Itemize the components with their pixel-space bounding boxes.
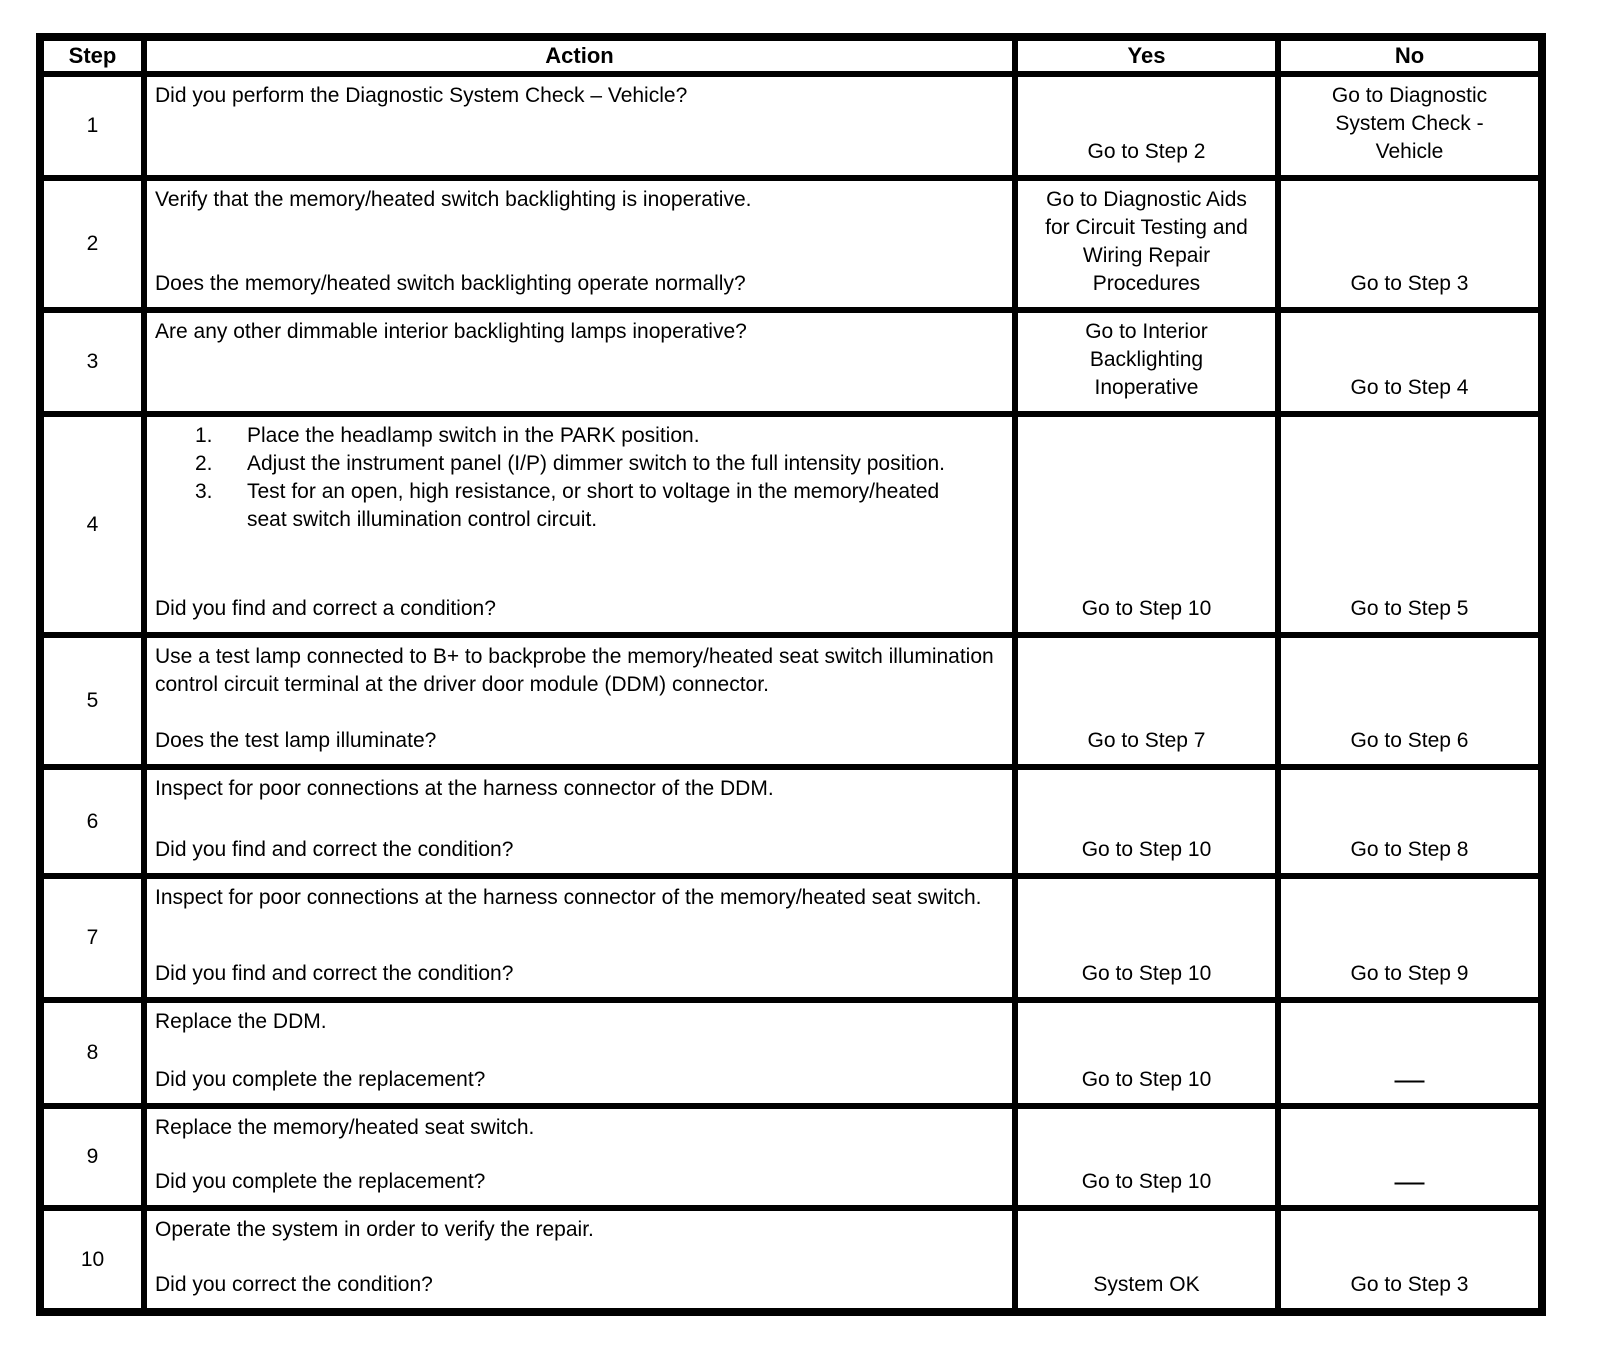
no-cell-dash: —	[1275, 997, 1545, 1109]
list-item-text: Test for an open, high resistance, or sh…	[247, 480, 940, 531]
action-cell: Operate the system in order to verify th…	[141, 1205, 1018, 1315]
action-question: Did you correct the condition?	[155, 1273, 433, 1296]
step-number: 3	[37, 307, 147, 417]
action-question: Did you find and correct the condition?	[155, 838, 514, 861]
action-cell: Replace the memory/heated seat switch. D…	[141, 1103, 1018, 1211]
action-cell: Are any other dimmable interior backligh…	[141, 307, 1018, 417]
diagnostic-steps-table: Step Action Yes No 1 Did you perform the…	[36, 33, 1546, 1316]
yes-cell: Go to Step 10	[1012, 997, 1281, 1109]
action-statement: Replace the memory/heated seat switch.	[155, 1116, 535, 1139]
column-header-action: Action	[141, 34, 1018, 77]
action-cell: Did you perform the Diagnostic System Ch…	[141, 71, 1018, 181]
yes-cell: Go to Step 10	[1012, 873, 1281, 1003]
step-number: 8	[37, 997, 147, 1109]
yes-cell: Go to Interior Backlighting Inoperative	[1012, 307, 1281, 417]
no-cell: Go to Diagnostic System Check - Vehicle	[1275, 71, 1545, 181]
no-cell: Go to Step 6	[1275, 632, 1545, 770]
no-cell: Go to Step 3	[1275, 1205, 1545, 1315]
yes-cell: Go to Step 10	[1012, 1103, 1281, 1211]
list-item: 1. Place the headlamp switch in the PARK…	[155, 422, 1002, 450]
action-numbered-list: 1. Place the headlamp switch in the PARK…	[155, 422, 1002, 534]
action-question: Did you complete the replacement?	[155, 1170, 486, 1193]
table-row: 7 Inspect for poor connections at the ha…	[37, 873, 1545, 1003]
table-row: 4 1. Place the headlamp switch in the PA…	[37, 411, 1545, 638]
list-item: 3. Test for an open, high resistance, or…	[155, 478, 1002, 534]
action-statement: Verify that the memory/heated switch bac…	[155, 188, 752, 211]
column-header-step: Step	[37, 34, 147, 77]
yes-cell: Go to Diagnostic Aids for Circuit Testin…	[1012, 175, 1281, 313]
action-statement: Are any other dimmable interior backligh…	[155, 320, 747, 343]
action-cell: Inspect for poor connections at the harn…	[141, 764, 1018, 879]
yes-cell: System OK	[1012, 1205, 1281, 1315]
action-statement: Replace the DDM.	[155, 1010, 327, 1033]
table-row: 2 Verify that the memory/heated switch b…	[37, 175, 1545, 313]
no-cell: Go to Step 8	[1275, 764, 1545, 879]
list-item-number: 2.	[195, 452, 213, 475]
table-row: 3 Are any other dimmable interior backli…	[37, 307, 1545, 417]
action-question: Did you complete the replacement?	[155, 1068, 486, 1091]
action-cell: Use a test lamp connected to B+ to backp…	[141, 632, 1018, 770]
step-number: 4	[37, 411, 147, 638]
no-cell: Go to Step 9	[1275, 873, 1545, 1003]
table-row: 10 Operate the system in order to verify…	[37, 1205, 1545, 1315]
step-number: 6	[37, 764, 147, 879]
yes-cell: Go to Step 10	[1012, 411, 1281, 638]
no-cell-dash: —	[1275, 1103, 1545, 1211]
step-number: 5	[37, 632, 147, 770]
column-header-no: No	[1275, 34, 1545, 77]
action-statement: Inspect for poor connections at the harn…	[155, 886, 982, 909]
no-cell: Go to Step 5	[1275, 411, 1545, 638]
table-row: 8 Replace the DDM. Did you complete the …	[37, 997, 1545, 1109]
table-row: 9 Replace the memory/heated seat switch.…	[37, 1103, 1545, 1211]
step-number: 1	[37, 71, 147, 181]
action-question: Does the memory/heated switch backlighti…	[155, 272, 746, 295]
yes-cell: Go to Step 10	[1012, 764, 1281, 879]
action-statement: Operate the system in order to verify th…	[155, 1218, 594, 1241]
action-statement: Inspect for poor connections at the harn…	[155, 777, 774, 800]
action-statement: Did you perform the Diagnostic System Ch…	[155, 84, 688, 107]
step-number: 2	[37, 175, 147, 313]
action-statement: Use a test lamp connected to B+ to backp…	[155, 645, 994, 696]
step-number: 7	[37, 873, 147, 1003]
action-cell: Replace the DDM. Did you complete the re…	[141, 997, 1018, 1109]
action-question	[155, 162, 1002, 166]
action-question: Did you find and correct a condition?	[155, 597, 496, 620]
step-number: 10	[37, 1205, 147, 1315]
action-question	[155, 398, 1002, 402]
step-number: 9	[37, 1103, 147, 1211]
action-cell: Inspect for poor connections at the harn…	[141, 873, 1018, 1003]
list-item-number: 3.	[195, 480, 213, 503]
list-item-text: Adjust the instrument panel (I/P) dimmer…	[247, 452, 945, 475]
action-cell: 1. Place the headlamp switch in the PARK…	[141, 411, 1018, 638]
action-question: Did you find and correct the condition?	[155, 962, 514, 985]
yes-cell: Go to Step 2	[1012, 71, 1281, 181]
yes-cell: Go to Step 7	[1012, 632, 1281, 770]
list-item-text: Place the headlamp switch in the PARK po…	[247, 424, 700, 447]
action-question: Does the test lamp illuminate?	[155, 729, 437, 752]
list-item: 2. Adjust the instrument panel (I/P) dim…	[155, 450, 1002, 478]
table-row: 1 Did you perform the Diagnostic System …	[37, 71, 1545, 181]
list-item-number: 1.	[195, 424, 213, 447]
table-header-row: Step Action Yes No	[37, 34, 1545, 77]
no-cell: Go to Step 3	[1275, 175, 1545, 313]
table-row: 5 Use a test lamp connected to B+ to bac…	[37, 632, 1545, 770]
table-row: 6 Inspect for poor connections at the ha…	[37, 764, 1545, 879]
no-cell: Go to Step 4	[1275, 307, 1545, 417]
action-cell: Verify that the memory/heated switch bac…	[141, 175, 1018, 313]
column-header-yes: Yes	[1012, 34, 1281, 77]
